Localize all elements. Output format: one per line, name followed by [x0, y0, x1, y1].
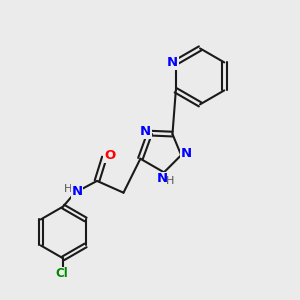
- Text: N: N: [167, 56, 178, 69]
- Text: N: N: [72, 185, 83, 198]
- Text: H: H: [166, 176, 175, 186]
- Text: Cl: Cl: [55, 268, 68, 281]
- Text: N: N: [140, 125, 151, 138]
- Text: H: H: [64, 184, 73, 194]
- Text: O: O: [104, 149, 115, 162]
- Text: N: N: [181, 147, 192, 160]
- Text: N: N: [157, 172, 168, 185]
